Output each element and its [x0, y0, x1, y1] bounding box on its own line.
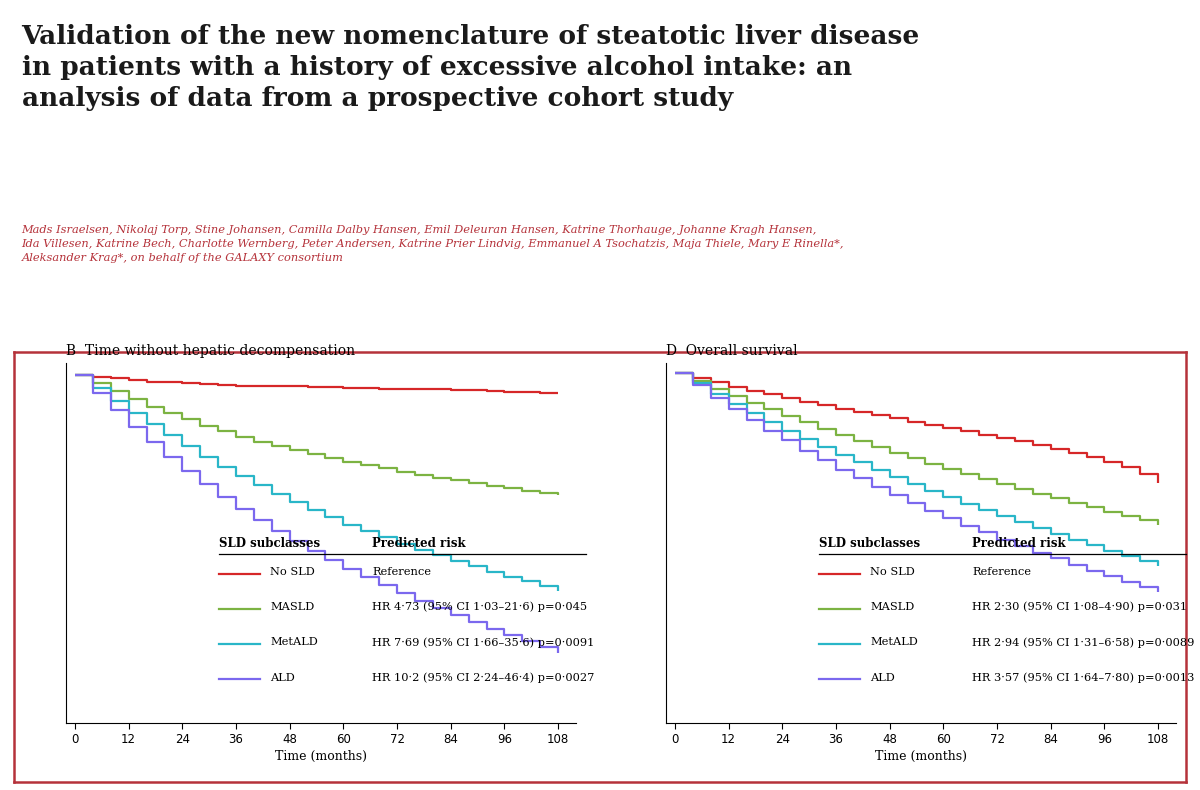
Text: HR 4·73 (95% CI 1·03–21·6) p=0·045: HR 4·73 (95% CI 1·03–21·6) p=0·045	[372, 602, 587, 612]
Text: No SLD: No SLD	[270, 567, 314, 577]
Text: SLD subclasses: SLD subclasses	[220, 537, 320, 551]
Text: Reference: Reference	[372, 567, 431, 577]
Text: SLD subclasses: SLD subclasses	[820, 537, 920, 551]
X-axis label: Time (months): Time (months)	[875, 750, 967, 763]
Text: Validation of the new nomenclature of steatotic liver disease
in patients with a: Validation of the new nomenclature of st…	[22, 24, 920, 111]
Text: ALD: ALD	[270, 672, 295, 683]
Text: MASLD: MASLD	[870, 602, 914, 612]
Text: Mads Israelsen, Nikolaj Torp, Stine Johansen, Camilla Dalby Hansen, Emil Deleura: Mads Israelsen, Nikolaj Torp, Stine Joha…	[22, 225, 844, 263]
Text: MASLD: MASLD	[270, 602, 314, 612]
Text: Predicted risk: Predicted risk	[372, 537, 466, 551]
Text: HR 2·30 (95% CI 1·08–4·90) p=0·031: HR 2·30 (95% CI 1·08–4·90) p=0·031	[972, 602, 1187, 612]
Text: No SLD: No SLD	[870, 567, 914, 577]
Text: HR 7·69 (95% CI 1·66–35·6) p=0·0091: HR 7·69 (95% CI 1·66–35·6) p=0·0091	[372, 637, 594, 648]
Text: D  Overall survival: D Overall survival	[666, 344, 798, 358]
Text: B  Time without hepatic decompensation: B Time without hepatic decompensation	[66, 344, 355, 358]
Text: HR 2·94 (95% CI 1·31–6·58) p=0·0089: HR 2·94 (95% CI 1·31–6·58) p=0·0089	[972, 637, 1194, 648]
Text: ALD: ALD	[870, 672, 895, 683]
X-axis label: Time (months): Time (months)	[275, 750, 367, 763]
Text: MetALD: MetALD	[870, 638, 918, 647]
Text: MetALD: MetALD	[270, 638, 318, 647]
Text: HR 10·2 (95% CI 2·24–46·4) p=0·0027: HR 10·2 (95% CI 2·24–46·4) p=0·0027	[372, 672, 594, 683]
Text: Predicted risk: Predicted risk	[972, 537, 1066, 551]
Text: Reference: Reference	[972, 567, 1031, 577]
Text: HR 3·57 (95% CI 1·64–7·80) p=0·0013: HR 3·57 (95% CI 1·64–7·80) p=0·0013	[972, 672, 1194, 683]
